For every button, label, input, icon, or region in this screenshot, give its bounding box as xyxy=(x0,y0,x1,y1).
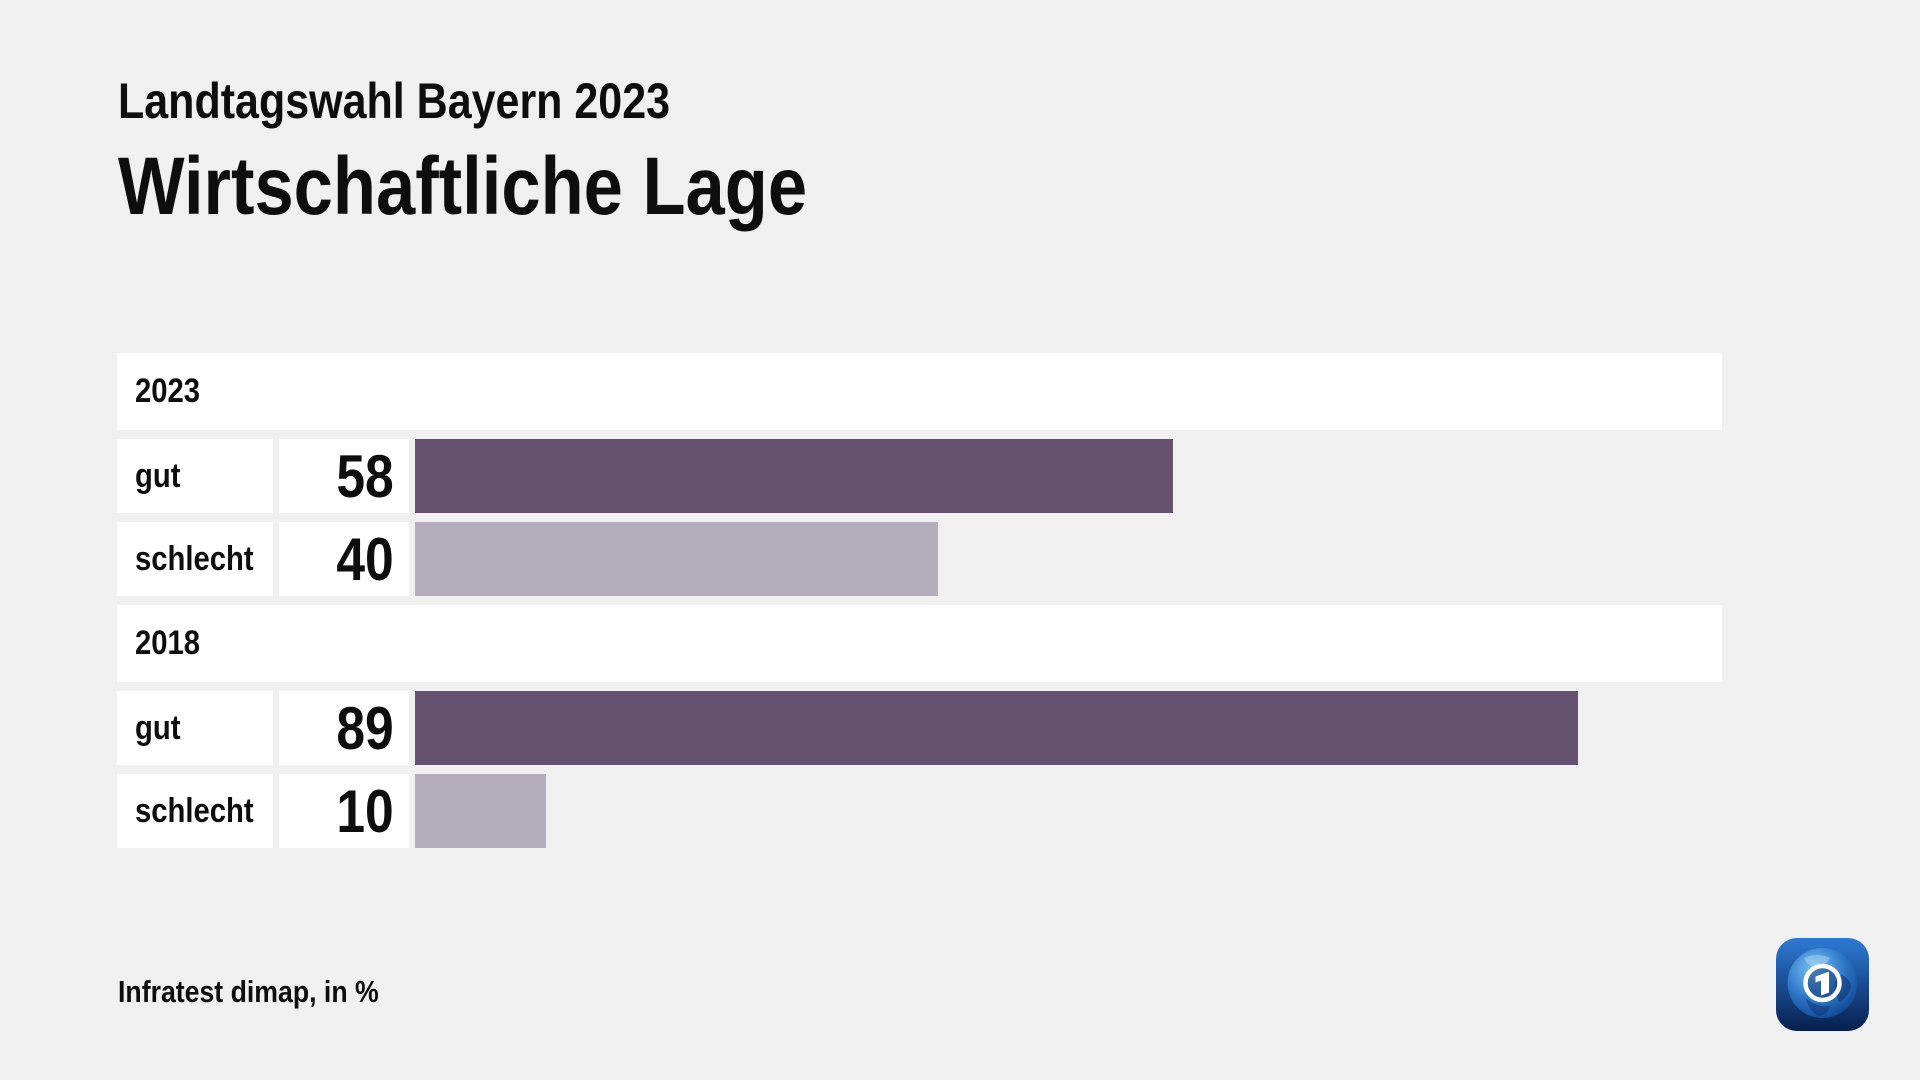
category-label-cell: gut xyxy=(117,439,273,513)
year-label: 2023 xyxy=(135,372,201,410)
bar xyxy=(415,691,1579,765)
year-band: 2023 xyxy=(117,353,1722,430)
category-label-cell: schlecht xyxy=(117,774,273,848)
year-label: 2018 xyxy=(135,624,201,662)
bar xyxy=(415,439,1174,513)
chart-subtitle: Landtagswahl Bayern 2023 xyxy=(118,76,760,126)
year-band: 2018 xyxy=(117,605,1722,682)
category-label: gut xyxy=(135,708,181,747)
chart-title: Wirtschaftliche Lage xyxy=(118,146,919,228)
bar-track xyxy=(415,774,1722,848)
category-label: gut xyxy=(135,456,181,495)
chart-subtitle-text: Landtagswahl Bayern 2023 xyxy=(118,73,671,129)
category-label-cell: gut xyxy=(117,691,273,765)
category-label: schlecht xyxy=(135,791,254,830)
bar xyxy=(415,774,546,848)
value-cell: 89 xyxy=(279,691,409,765)
value-cell: 10 xyxy=(279,774,409,848)
value-cell: 40 xyxy=(279,522,409,596)
value-cell: 58 xyxy=(279,439,409,513)
bar-row: gut 89 xyxy=(117,691,1722,765)
value-label: 89 xyxy=(336,694,394,762)
globe-icon xyxy=(1776,938,1869,1031)
bar xyxy=(415,522,938,596)
chart-title-text: Wirtschaftliche Lage xyxy=(118,141,808,232)
bar-row: schlecht 10 xyxy=(117,774,1722,848)
source-note-text: Infratest dimap, in % xyxy=(118,974,379,1009)
bar-track xyxy=(415,522,1722,596)
category-label: schlecht xyxy=(135,539,254,578)
category-label-cell: schlecht xyxy=(117,522,273,596)
bar-row: gut 58 xyxy=(117,439,1722,513)
value-label: 10 xyxy=(336,777,394,845)
value-label: 58 xyxy=(336,442,394,510)
bar-chart: 2023 gut 58 schlecht 40 2018 gut 89 xyxy=(117,353,1722,848)
source-note: Infratest dimap, in % xyxy=(118,976,421,1007)
bar-track xyxy=(415,439,1722,513)
bar-track xyxy=(415,691,1722,765)
tagesschau-logo-icon xyxy=(1774,936,1871,1033)
bar-row: schlecht 40 xyxy=(117,522,1722,596)
value-label: 40 xyxy=(336,525,394,593)
